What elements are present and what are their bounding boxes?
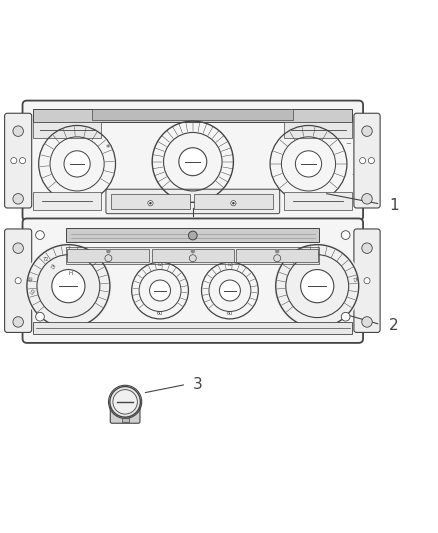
Circle shape: [368, 158, 374, 164]
Circle shape: [52, 270, 85, 303]
Bar: [285, 123, 352, 138]
Circle shape: [35, 312, 44, 321]
FancyBboxPatch shape: [106, 189, 280, 214]
Circle shape: [64, 151, 90, 177]
Bar: [194, 195, 273, 209]
Bar: [66, 228, 319, 243]
Bar: [285, 192, 352, 210]
FancyBboxPatch shape: [354, 229, 380, 333]
Text: 2: 2: [389, 318, 399, 333]
Circle shape: [13, 126, 23, 136]
Text: H: H: [68, 271, 73, 276]
Text: 60: 60: [227, 311, 233, 317]
Text: 75: 75: [48, 263, 56, 271]
Text: LO: LO: [29, 288, 37, 296]
Circle shape: [148, 200, 153, 206]
Circle shape: [360, 158, 366, 164]
Circle shape: [232, 202, 235, 205]
Bar: [152, 249, 234, 262]
Circle shape: [231, 200, 236, 206]
Bar: [33, 109, 352, 122]
FancyBboxPatch shape: [22, 219, 363, 343]
Circle shape: [13, 317, 23, 327]
Circle shape: [110, 386, 141, 417]
Circle shape: [13, 243, 23, 253]
Text: .: .: [351, 169, 353, 176]
Circle shape: [149, 202, 152, 205]
Text: 1: 1: [389, 198, 399, 213]
Circle shape: [106, 249, 110, 253]
Circle shape: [188, 231, 197, 240]
Circle shape: [341, 231, 350, 239]
Text: *: *: [106, 144, 110, 153]
FancyBboxPatch shape: [110, 402, 140, 423]
Text: 60: 60: [157, 311, 163, 317]
Circle shape: [300, 270, 334, 303]
Circle shape: [179, 148, 207, 176]
Bar: [237, 249, 318, 262]
FancyBboxPatch shape: [5, 113, 32, 208]
Text: 75: 75: [351, 275, 358, 283]
Bar: [111, 195, 190, 209]
Circle shape: [362, 193, 372, 204]
FancyBboxPatch shape: [5, 229, 32, 333]
Circle shape: [11, 158, 17, 164]
FancyBboxPatch shape: [354, 113, 380, 208]
Circle shape: [191, 249, 195, 253]
Bar: [92, 109, 293, 120]
Bar: [122, 418, 129, 422]
Bar: [33, 322, 352, 334]
Circle shape: [35, 231, 44, 239]
Bar: [66, 247, 319, 264]
Text: 3: 3: [193, 377, 202, 392]
Circle shape: [19, 158, 25, 164]
Text: 72: 72: [157, 262, 163, 266]
Bar: [33, 192, 101, 210]
Text: 72: 72: [42, 257, 49, 262]
Circle shape: [150, 280, 170, 301]
Bar: [33, 123, 101, 138]
Circle shape: [15, 278, 21, 284]
Circle shape: [219, 280, 240, 301]
Bar: [67, 249, 149, 262]
Text: ~: ~: [345, 141, 351, 147]
Circle shape: [362, 317, 372, 327]
Circle shape: [362, 243, 372, 253]
Text: 72: 72: [227, 262, 233, 266]
Circle shape: [25, 243, 112, 330]
Circle shape: [362, 126, 372, 136]
FancyBboxPatch shape: [22, 101, 363, 221]
Circle shape: [341, 312, 350, 321]
Text: 65: 65: [28, 275, 35, 283]
Circle shape: [295, 151, 321, 177]
Circle shape: [13, 193, 23, 204]
Circle shape: [364, 278, 370, 284]
Circle shape: [274, 243, 361, 330]
Circle shape: [113, 390, 138, 414]
Circle shape: [275, 249, 279, 253]
